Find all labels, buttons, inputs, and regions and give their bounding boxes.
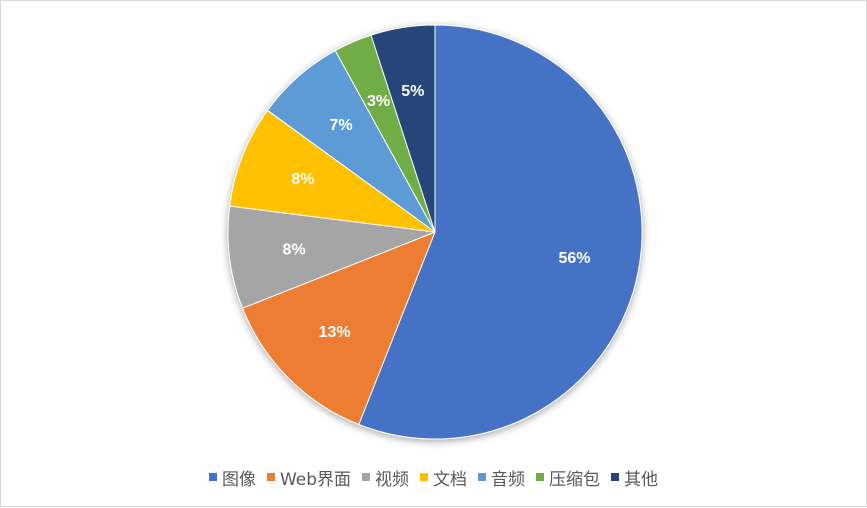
pie-slice-6 xyxy=(370,24,436,233)
data-label-0: 56% xyxy=(558,250,590,267)
legend-swatch-4 xyxy=(478,473,487,481)
legend-swatch-2 xyxy=(362,473,371,481)
legend-label-2: 视频 xyxy=(375,469,410,490)
legend-item-5: 压缩包 xyxy=(536,465,600,490)
pie-slices xyxy=(227,24,643,440)
pie-data-labels: 56% 13% 8% 8% 7% 3% 5% xyxy=(283,83,591,341)
legend-label-5: 压缩包 xyxy=(549,469,601,490)
legend-label-0: 图像 xyxy=(221,469,256,490)
data-label-3: 8% xyxy=(291,171,314,188)
chart-legend: 图像 Web界面 视频 文档 音频 压缩包 其他 xyxy=(1,464,866,490)
data-label-4: 7% xyxy=(330,117,353,134)
legend-swatch-0 xyxy=(208,473,217,481)
legend-label-6: 其他 xyxy=(624,469,659,490)
pie-slice-3 xyxy=(229,109,436,233)
legend-item-1: Web界面 xyxy=(266,465,352,490)
legend-item-0: 图像 xyxy=(208,465,256,490)
legend-item-3: 文档 xyxy=(420,465,467,490)
data-label-5: 3% xyxy=(367,93,390,110)
legend-swatch-6 xyxy=(611,473,620,481)
legend-swatch-1 xyxy=(266,473,275,481)
legend-swatch-3 xyxy=(420,473,429,481)
legend-label-1: Web界面 xyxy=(279,469,352,490)
legend-item-4: 音频 xyxy=(478,465,525,490)
pie-slice-1 xyxy=(241,231,436,426)
legend-label-3: 文档 xyxy=(433,469,468,490)
data-label-6: 5% xyxy=(401,83,424,100)
data-label-2: 8% xyxy=(283,241,306,258)
data-label-1: 13% xyxy=(319,324,351,341)
legend-swatch-5 xyxy=(536,473,545,481)
pie-slice-0 xyxy=(358,24,643,440)
legend-item-6: 其他 xyxy=(611,465,658,490)
pie-slice-2 xyxy=(227,205,436,309)
legend-label-4: 音频 xyxy=(491,469,526,490)
legend-item-2: 视频 xyxy=(362,465,409,490)
